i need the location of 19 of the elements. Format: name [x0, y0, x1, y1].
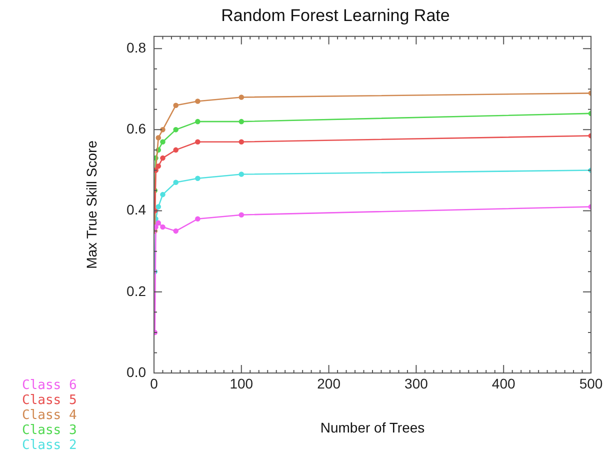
- x-tick-label: 100: [230, 375, 254, 392]
- x-axis-title: Number of Trees: [320, 419, 425, 436]
- y-tick-label: 0.8: [126, 39, 146, 56]
- x-tick-label: 400: [492, 375, 516, 392]
- text: Class 2: [22, 438, 77, 453]
- y-tick-label: 0.0: [126, 364, 146, 380]
- text: Class 6: [22, 378, 77, 393]
- x-tick-label: 500: [579, 375, 603, 392]
- text: Class 3: [22, 423, 77, 438]
- y-tick-label: 0.2: [126, 282, 146, 299]
- y-axis-title: Max True Skill Score: [83, 140, 100, 269]
- x-tick-label: 200: [317, 375, 341, 392]
- chart-title: Random Forest Learning Rate: [221, 6, 450, 25]
- y-tick-label: 0.6: [126, 120, 146, 137]
- x-tick-label: 0: [150, 375, 158, 392]
- x-tick-label: 300: [404, 375, 428, 392]
- text: Class 5: [22, 393, 77, 408]
- text: Class 4: [22, 408, 77, 423]
- y-tick-label: 0.4: [126, 202, 146, 218]
